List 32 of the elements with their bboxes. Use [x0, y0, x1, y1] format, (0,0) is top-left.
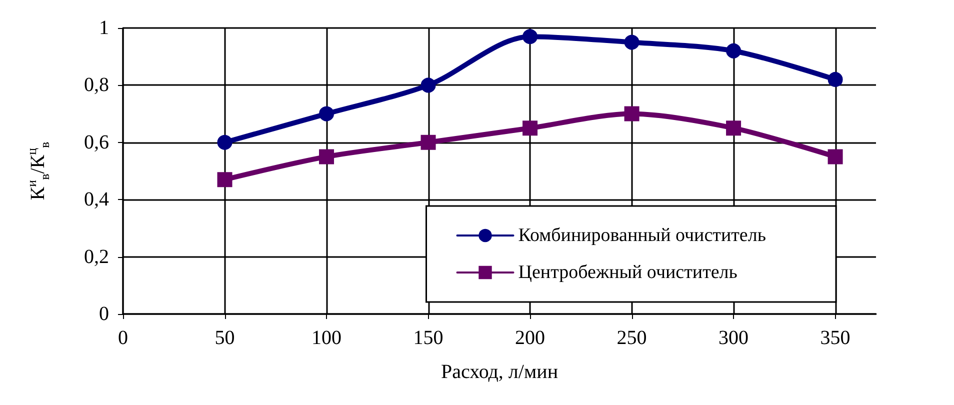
- y-tick-label: 0,8: [84, 74, 109, 96]
- point: [828, 72, 843, 87]
- point: [726, 120, 742, 136]
- point: [319, 106, 334, 122]
- y-tick-label: 0,4: [84, 188, 109, 211]
- point: [522, 29, 538, 44]
- point: [624, 34, 640, 50]
- point: [420, 78, 436, 93]
- point: [420, 134, 436, 150]
- x-tick-label: 150: [413, 327, 444, 349]
- y-axis-title: Кив/Кцв: [24, 142, 52, 200]
- point: [217, 172, 232, 188]
- y-tick-label: 0,6: [84, 131, 109, 154]
- point: [217, 134, 232, 150]
- point: [726, 43, 742, 58]
- x-tick-label: 50: [214, 327, 235, 349]
- y-tick-label: 1: [99, 17, 109, 39]
- x-tick-label: 100: [312, 327, 342, 349]
- point: [624, 106, 640, 122]
- point: [319, 149, 334, 164]
- x-tick-label: 250: [616, 327, 647, 349]
- x-tick-label: 200: [515, 327, 546, 349]
- x-tick-label: 0: [118, 327, 128, 349]
- y-tick-label: 0,2: [84, 246, 109, 268]
- point: [828, 149, 843, 164]
- y-tick-label: 0: [99, 303, 109, 325]
- legend-label: Комбинированный очиститель: [518, 225, 766, 246]
- point: [522, 120, 538, 136]
- legend-label: Центробежный очиститель: [518, 262, 738, 283]
- x-tick-label: 350: [820, 327, 850, 349]
- x-axis-title: Расход, л/мин: [440, 361, 558, 383]
- x-tick-label: 300: [718, 327, 749, 349]
